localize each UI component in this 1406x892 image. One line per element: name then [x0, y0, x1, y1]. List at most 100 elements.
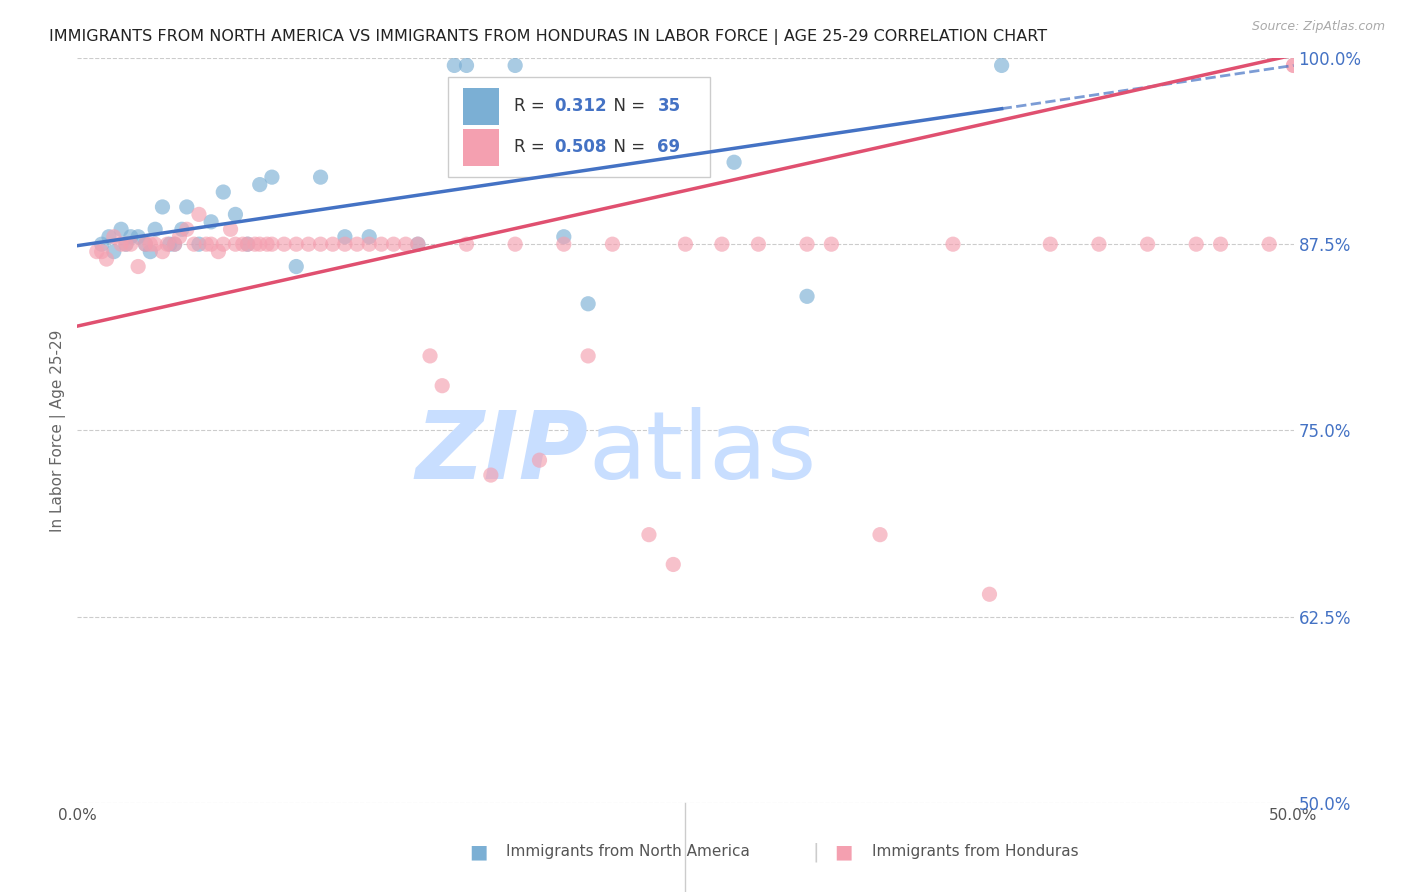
Point: [115, 237, 138, 252]
Point: [322, 237, 344, 252]
Point: [710, 237, 733, 252]
Text: Immigrants from Honduras: Immigrants from Honduras: [872, 845, 1078, 859]
Point: [796, 237, 818, 252]
Point: [503, 58, 526, 72]
Point: [110, 237, 132, 252]
Point: [127, 260, 149, 274]
Point: [260, 170, 283, 185]
Point: [297, 237, 319, 252]
Point: [232, 237, 254, 252]
Point: [163, 237, 186, 252]
Text: |: |: [813, 842, 818, 862]
Point: [156, 237, 179, 252]
Text: 0.312: 0.312: [554, 97, 607, 115]
Point: [224, 207, 246, 221]
Point: [1209, 237, 1232, 252]
Point: [176, 222, 198, 236]
Point: [370, 237, 392, 252]
Point: [382, 237, 405, 252]
Text: ■: ■: [834, 842, 853, 862]
Point: [195, 237, 218, 252]
FancyBboxPatch shape: [449, 77, 710, 178]
Point: [236, 237, 259, 252]
Point: [134, 237, 156, 252]
Text: ■: ■: [468, 842, 488, 862]
Point: [503, 237, 526, 252]
Point: [723, 155, 745, 169]
Point: [260, 237, 283, 252]
Point: [143, 237, 166, 252]
Point: [430, 378, 453, 392]
Point: [979, 587, 1001, 601]
Point: [333, 229, 356, 244]
Point: [90, 244, 112, 259]
Point: [1258, 237, 1281, 252]
Point: [869, 527, 891, 541]
Point: [346, 237, 368, 252]
Point: [942, 237, 965, 252]
Point: [212, 237, 235, 252]
Point: [553, 229, 575, 244]
Point: [249, 237, 271, 252]
Point: [638, 527, 661, 541]
Point: [309, 237, 332, 252]
Point: [120, 229, 142, 244]
Point: [152, 244, 174, 259]
Point: [309, 170, 332, 185]
Point: [207, 244, 229, 259]
Point: [1282, 58, 1305, 72]
Point: [212, 185, 235, 199]
Text: Source: ZipAtlas.com: Source: ZipAtlas.com: [1251, 20, 1385, 33]
Point: [200, 237, 222, 252]
Point: [110, 222, 132, 236]
Point: [86, 244, 108, 259]
Point: [456, 237, 478, 252]
Point: [333, 237, 356, 252]
Point: [127, 229, 149, 244]
Point: [1282, 58, 1305, 72]
Point: [747, 237, 769, 252]
Point: [285, 237, 308, 252]
Point: [529, 453, 551, 467]
Point: [1185, 237, 1208, 252]
Point: [169, 229, 191, 244]
Point: [103, 229, 125, 244]
Text: 35: 35: [658, 97, 681, 115]
Point: [796, 289, 818, 303]
Point: [97, 229, 120, 244]
Point: [675, 237, 697, 252]
Point: [249, 178, 271, 192]
Point: [236, 237, 259, 252]
Point: [273, 237, 295, 252]
Text: Immigrants from North America: Immigrants from North America: [506, 845, 749, 859]
Point: [159, 237, 181, 252]
Text: 0.508: 0.508: [554, 138, 606, 156]
Point: [176, 200, 198, 214]
Point: [243, 237, 266, 252]
Point: [224, 237, 246, 252]
Point: [662, 558, 685, 572]
Point: [90, 237, 112, 252]
Point: [1039, 237, 1062, 252]
Point: [188, 207, 211, 221]
Text: 69: 69: [658, 138, 681, 156]
Point: [1088, 237, 1111, 252]
Point: [576, 349, 599, 363]
Text: atlas: atlas: [588, 407, 817, 499]
Point: [163, 237, 186, 252]
Text: R =: R =: [515, 138, 550, 156]
Point: [479, 468, 502, 483]
Point: [134, 237, 156, 252]
Point: [576, 297, 599, 311]
Point: [553, 237, 575, 252]
Point: [143, 222, 166, 236]
Point: [103, 244, 125, 259]
Y-axis label: In Labor Force | Age 25-29: In Labor Force | Age 25-29: [51, 329, 66, 532]
Point: [256, 237, 278, 252]
Text: N =: N =: [603, 97, 650, 115]
Text: IMMIGRANTS FROM NORTH AMERICA VS IMMIGRANTS FROM HONDURAS IN LABOR FORCE | AGE 2: IMMIGRANTS FROM NORTH AMERICA VS IMMIGRA…: [49, 29, 1047, 45]
Point: [419, 349, 441, 363]
Point: [120, 237, 142, 252]
Point: [406, 237, 429, 252]
Point: [183, 237, 205, 252]
